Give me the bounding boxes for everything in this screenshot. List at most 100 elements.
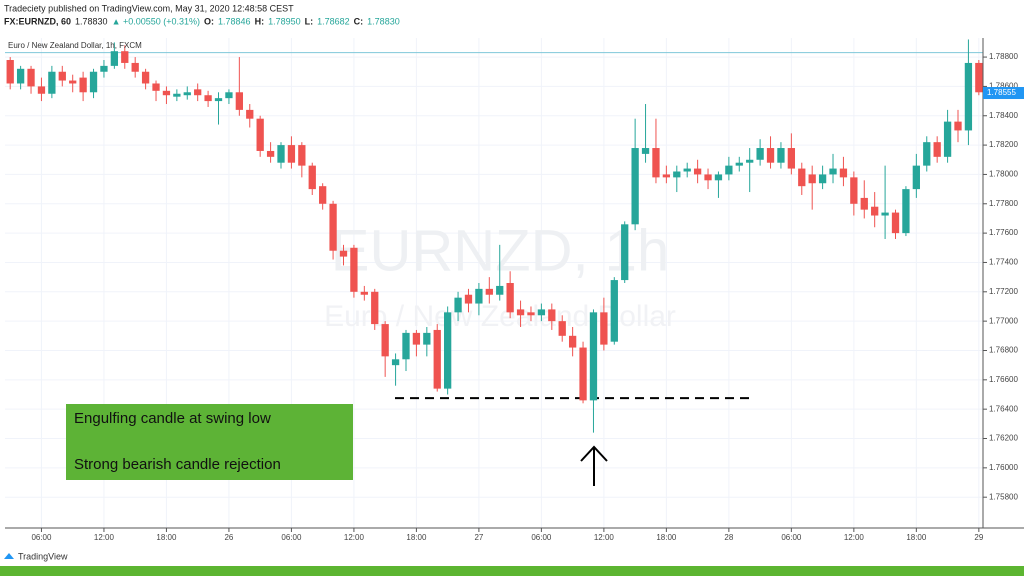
x-tick-label: 06:00 [781,533,802,542]
y-tick-label: 1.78600 [989,82,1018,91]
candle-body [475,288,483,304]
candle-body [454,297,462,313]
candle-body [266,150,275,157]
symbol-info: H: [255,16,265,26]
candle-body [485,288,493,295]
x-tick-label: 06:00 [281,533,302,542]
candle-body [204,95,212,102]
candle-body [277,145,285,163]
candle-body [235,92,243,110]
candle-body [433,329,441,389]
candle-body [89,71,98,93]
candle-body [121,51,129,63]
y-tick-label: 1.76000 [989,463,1018,472]
candle-body [568,335,577,348]
candle-body [183,92,191,96]
candle-body [548,309,556,322]
candle-body [537,309,546,316]
candle-body [725,165,733,175]
x-tick-label: 12:00 [844,533,865,542]
candle-body [662,174,671,178]
x-tick-label: 29 [974,533,983,542]
candle-body [829,168,837,175]
candle-body [194,89,202,96]
candle-body [173,93,181,97]
x-tick-label: 12:00 [94,533,115,542]
candle-body [48,71,56,94]
x-tick-label: 12:00 [594,533,615,542]
candle-body [444,312,452,389]
symbol-line: FX:EURNZD, 60 1.78830 ▲ +0.00550 (+0.31%) O… [4,16,400,26]
candle-body [496,285,504,295]
candle-body [589,312,598,401]
axes: 1.75800 1.76000 1.76200 1.76400 1.76600 1.768… [31,52,1024,542]
symbol-info: 1.78950 [268,16,301,26]
logo [4,553,14,559]
candle-body [69,80,77,84]
candle-body [631,148,639,225]
y-tick-label: 1.77800 [989,199,1018,208]
y-tick-label: 1.77400 [989,258,1018,267]
x-tick-label: 06:00 [31,533,52,542]
candle-body [756,148,764,160]
annotation: Strong bearish candle rejection [74,456,281,473]
candle-body [131,62,139,72]
y-tick-label: 1.78200 [989,140,1018,149]
candle-body [579,347,587,401]
candle-body [329,203,337,251]
candle-body [527,312,535,316]
candle-body [79,77,87,93]
candle-body [673,171,681,178]
candle-body [766,148,775,163]
legend: Euro / New Zealand Dollar, 1h, FXCM [8,41,142,50]
arrow [580,445,608,486]
candle-body [16,68,25,84]
x-tick-label: 26 [224,533,233,542]
candle-body [693,168,702,175]
brand: TradingView [18,551,68,561]
candle-body [964,62,973,131]
candle-body [610,280,618,342]
candle-body [850,177,858,204]
candle-body [58,71,66,81]
candle-body [412,332,421,345]
candle-body [402,332,410,360]
candle-body [777,148,785,163]
candle-body [871,206,879,216]
candle-body [641,148,650,154]
candle-body [339,250,348,257]
candle-body [808,174,816,184]
symbol-info: 1.78830 [367,16,400,26]
symbol-info: ▲ +0.00550 (+0.31%) [112,16,200,26]
candle-body [912,165,920,190]
x-tick-label: 27 [474,533,483,542]
symbol-info: FX:EURNZD, 60 [4,16,71,26]
candle-body [621,224,629,281]
symbol-info: L: [305,16,314,26]
symbol-info: C: [354,16,364,26]
y-tick-label: 1.77600 [989,228,1018,237]
candle-body [246,109,254,119]
x-tick-label: 18:00 [656,533,677,542]
candle-body [6,60,14,84]
y-tick-label: 1.76600 [989,375,1018,384]
chart-title: Tradeciety published on TradingView.com,… [4,3,294,13]
symbol-info: 1.78682 [317,16,350,26]
candle-body [704,174,712,181]
candle-body [902,189,910,234]
candle-body [798,168,806,187]
candle-body [308,165,316,190]
candle-body [214,98,223,102]
candle-body [746,159,754,163]
y-tick-label: 1.78000 [989,170,1018,179]
candle-body [933,142,941,157]
candle-body [391,359,400,366]
candle-body [891,212,900,234]
y-tick-label: 1.78400 [989,111,1018,120]
y-tick-label: 1.75800 [989,492,1018,501]
candle-body [787,148,796,169]
candle-body [683,168,691,172]
candle-body [943,121,952,157]
candle-body [954,121,962,131]
candle-body [714,174,723,181]
